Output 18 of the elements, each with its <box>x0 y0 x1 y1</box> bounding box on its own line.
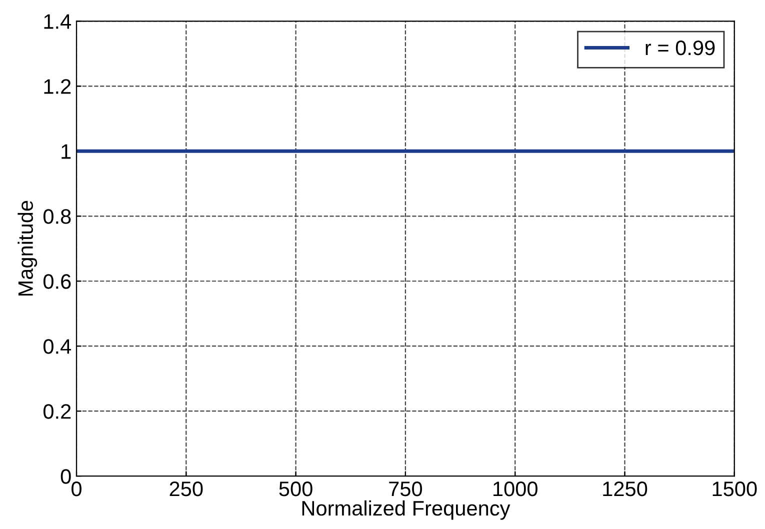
x-axis-title: Normalized Frequency <box>302 500 510 520</box>
x-tick-label: 1500 <box>712 482 757 496</box>
y-axis-title: Magnitude <box>18 200 38 296</box>
x-tick-label: 1000 <box>494 482 538 496</box>
y-tick-label: 0.8 <box>43 209 71 224</box>
legend-label: r = 0.99 <box>646 40 715 56</box>
y-tick-label: 0.2 <box>43 404 71 419</box>
y-tick-label: 1.2 <box>44 79 71 94</box>
x-tick-label: 250 <box>170 482 203 496</box>
x-tick-label: 750 <box>389 482 422 496</box>
y-tick-label: 0 <box>60 469 71 484</box>
y-tick-label: 0.4 <box>43 339 72 354</box>
y-tick-label: 1.4 <box>44 14 72 29</box>
x-tick-label: 0 <box>72 482 82 496</box>
y-tick-label: 1 <box>62 144 71 159</box>
x-tick-label: 1250 <box>603 482 648 496</box>
x-tick-label: 500 <box>279 482 312 496</box>
y-tick-label: 0.6 <box>43 274 71 289</box>
